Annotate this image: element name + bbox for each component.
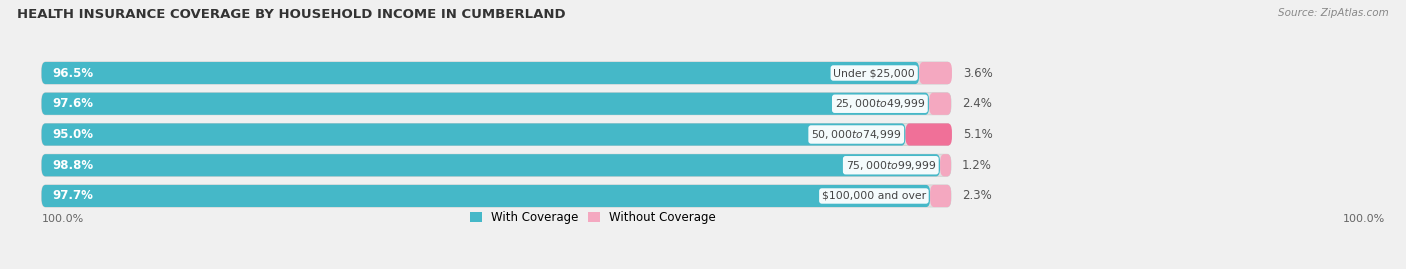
Text: $25,000 to $49,999: $25,000 to $49,999 — [835, 97, 925, 110]
FancyBboxPatch shape — [941, 154, 950, 176]
Text: 5.1%: 5.1% — [963, 128, 993, 141]
Text: 96.5%: 96.5% — [52, 66, 94, 80]
FancyBboxPatch shape — [905, 123, 952, 146]
Text: 2.3%: 2.3% — [962, 189, 991, 203]
Text: 98.8%: 98.8% — [52, 159, 94, 172]
FancyBboxPatch shape — [42, 62, 950, 84]
Text: 97.7%: 97.7% — [52, 189, 94, 203]
Text: 1.2%: 1.2% — [962, 159, 991, 172]
FancyBboxPatch shape — [42, 185, 950, 207]
Text: 3.6%: 3.6% — [963, 66, 993, 80]
Text: 95.0%: 95.0% — [52, 128, 94, 141]
FancyBboxPatch shape — [929, 93, 950, 115]
Text: 2.4%: 2.4% — [962, 97, 991, 110]
Text: $50,000 to $74,999: $50,000 to $74,999 — [811, 128, 901, 141]
Text: HEALTH INSURANCE COVERAGE BY HOUSEHOLD INCOME IN CUMBERLAND: HEALTH INSURANCE COVERAGE BY HOUSEHOLD I… — [17, 8, 565, 21]
Text: 100.0%: 100.0% — [1343, 214, 1385, 224]
FancyBboxPatch shape — [42, 154, 950, 176]
Text: $75,000 to $99,999: $75,000 to $99,999 — [845, 159, 936, 172]
Text: $100,000 and over: $100,000 and over — [823, 191, 927, 201]
Text: Under $25,000: Under $25,000 — [834, 68, 915, 78]
Legend: With Coverage, Without Coverage: With Coverage, Without Coverage — [465, 206, 720, 228]
FancyBboxPatch shape — [42, 123, 950, 146]
Text: 100.0%: 100.0% — [42, 214, 84, 224]
FancyBboxPatch shape — [42, 185, 931, 207]
FancyBboxPatch shape — [42, 62, 920, 84]
FancyBboxPatch shape — [931, 185, 950, 207]
FancyBboxPatch shape — [42, 93, 929, 115]
FancyBboxPatch shape — [42, 93, 950, 115]
FancyBboxPatch shape — [920, 62, 952, 84]
Text: 97.6%: 97.6% — [52, 97, 94, 110]
FancyBboxPatch shape — [42, 154, 941, 176]
Text: Source: ZipAtlas.com: Source: ZipAtlas.com — [1278, 8, 1389, 18]
FancyBboxPatch shape — [42, 123, 905, 146]
